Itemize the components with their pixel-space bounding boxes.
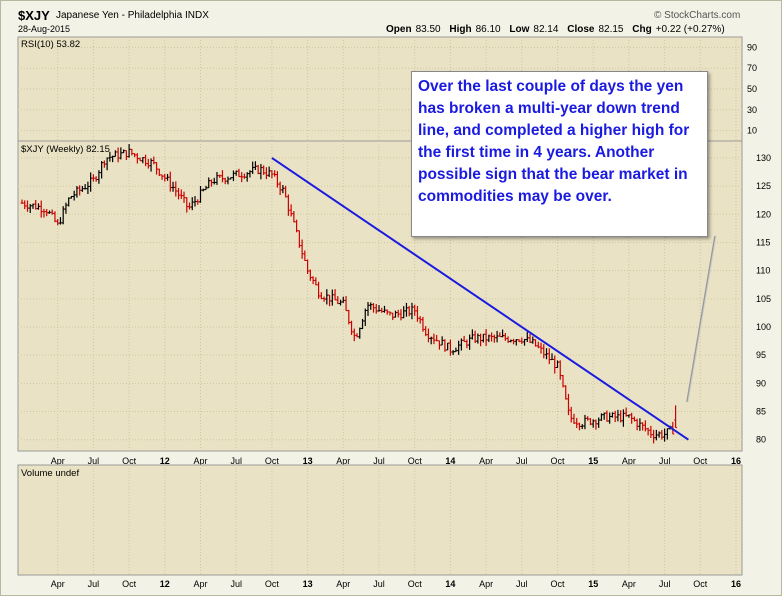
x-tick-label: Oct bbox=[550, 579, 565, 589]
close-value: 82.15 bbox=[598, 24, 624, 35]
x-tick-label: Apr bbox=[336, 579, 350, 589]
x-tick-label: Apr bbox=[336, 456, 350, 466]
rsi-tick-label: 70 bbox=[747, 63, 757, 73]
annotation-box: Over the last couple of days the yen has… bbox=[411, 71, 708, 237]
x-tick-label: Oct bbox=[693, 456, 708, 466]
x-tick-label: Oct bbox=[693, 579, 708, 589]
ohlc-bar bbox=[674, 405, 678, 429]
chart-date: 28-Aug-2015 bbox=[18, 24, 71, 34]
x-tick-label: Oct bbox=[122, 579, 137, 589]
y-tick-label: 90 bbox=[756, 378, 766, 388]
x-tick-label: Jul bbox=[659, 579, 671, 589]
annotation-pointer-shadow bbox=[687, 235, 717, 403]
x-tick-label: Jul bbox=[88, 456, 100, 466]
chg-label: Chg bbox=[632, 24, 652, 35]
y-tick-label: 125 bbox=[756, 181, 771, 191]
y-tick-label: 105 bbox=[756, 294, 771, 304]
x-tick-label: 16 bbox=[731, 456, 741, 466]
x-tick-label: Apr bbox=[479, 579, 493, 589]
y-tick-label: 95 bbox=[756, 350, 766, 360]
x-tick-label: 13 bbox=[303, 579, 313, 589]
x-tick-label: Jul bbox=[230, 579, 242, 589]
x-tick-label: 15 bbox=[588, 456, 598, 466]
rsi-tick-label: 10 bbox=[747, 126, 757, 136]
x-tick-label: Jul bbox=[659, 456, 671, 466]
x-tick-label: Jul bbox=[516, 579, 528, 589]
ohlc-readout: Open 83.50 High 86.10 Low 82.14 Close 82.15 … bbox=[386, 24, 731, 35]
y-axis-price: 80 85 90 95 100 105 110 115 120 125 130 bbox=[756, 153, 771, 445]
x-tick-label: 12 bbox=[160, 579, 170, 589]
x-tick-label: Oct bbox=[408, 456, 423, 466]
x-tick-label: Apr bbox=[51, 579, 65, 589]
symbol-title: $XJY bbox=[18, 8, 50, 23]
x-tick-label: 15 bbox=[588, 579, 598, 589]
x-tick-label: 14 bbox=[445, 456, 455, 466]
y-tick-label: 115 bbox=[756, 237, 770, 247]
price-bars bbox=[20, 144, 678, 444]
x-tick-label: Jul bbox=[230, 456, 242, 466]
trendline bbox=[271, 157, 689, 441]
rsi-tick-label: 50 bbox=[747, 84, 757, 94]
x-tick-label: Jul bbox=[88, 579, 100, 589]
price-label: $XJY (Weekly) 82.15 bbox=[21, 144, 110, 155]
annotation-pointer bbox=[686, 235, 716, 403]
high-label: High bbox=[449, 24, 472, 35]
y-tick-label: 100 bbox=[756, 322, 771, 332]
x-tick-label: 13 bbox=[303, 456, 313, 466]
x-tick-label: Apr bbox=[193, 456, 207, 466]
x-tick-label: Apr bbox=[193, 579, 207, 589]
x-axis-volume: Apr Jul Oct 12 Apr Jul Oct 13 Apr Jul Oct 14 Apr Jul O… bbox=[51, 579, 741, 589]
y-tick-label: 110 bbox=[756, 266, 770, 276]
volume-panel bbox=[17, 464, 743, 576]
low-value: 82.14 bbox=[533, 24, 559, 35]
instrument-name: Japanese Yen - Philadelphia INDX bbox=[56, 10, 209, 21]
x-tick-label: Jul bbox=[373, 456, 385, 466]
rsi-tick-label: 90 bbox=[747, 42, 757, 52]
open-value: 83.50 bbox=[415, 24, 441, 35]
x-tick-label: 14 bbox=[445, 579, 455, 589]
x-tick-label: Apr bbox=[622, 456, 636, 466]
rsi-tick-label: 30 bbox=[747, 105, 757, 115]
rsi-label: RSI(10) 53.82 bbox=[21, 39, 80, 50]
x-tick-label: Oct bbox=[408, 579, 423, 589]
low-label: Low bbox=[509, 24, 530, 35]
volume-grid bbox=[57, 465, 737, 575]
y-tick-label: 80 bbox=[756, 435, 766, 445]
x-tick-label: Apr bbox=[622, 579, 636, 589]
x-tick-label: Apr bbox=[51, 456, 65, 466]
chg-value: +0.22 (+0.27%) bbox=[655, 24, 725, 35]
y-tick-label: 130 bbox=[756, 153, 771, 163]
x-axis-price: Apr Jul Oct 12 Apr Jul Oct 13 Apr Jul Oct 14 Apr Jul O… bbox=[51, 456, 741, 466]
open-label: Open bbox=[386, 24, 412, 35]
x-tick-label: Oct bbox=[122, 456, 137, 466]
y-axis-rsi: 10 30 50 70 90 bbox=[747, 42, 757, 135]
x-tick-label: Oct bbox=[550, 456, 565, 466]
x-tick-label: 16 bbox=[731, 579, 741, 589]
x-tick-label: Jul bbox=[516, 456, 528, 466]
x-tick-label: Oct bbox=[265, 579, 280, 589]
x-tick-label: Jul bbox=[373, 579, 385, 589]
x-tick-label: 12 bbox=[160, 456, 170, 466]
y-tick-label: 120 bbox=[756, 209, 771, 219]
x-tick-label: Oct bbox=[265, 456, 280, 466]
y-tick-label: 85 bbox=[756, 407, 766, 417]
close-label: Close bbox=[567, 24, 595, 35]
high-value: 86.10 bbox=[475, 24, 501, 35]
volume-label: Volume undef bbox=[21, 468, 79, 479]
brand-label[interactable]: © StockCharts.com bbox=[654, 10, 741, 21]
x-tick-label: Apr bbox=[479, 456, 493, 466]
